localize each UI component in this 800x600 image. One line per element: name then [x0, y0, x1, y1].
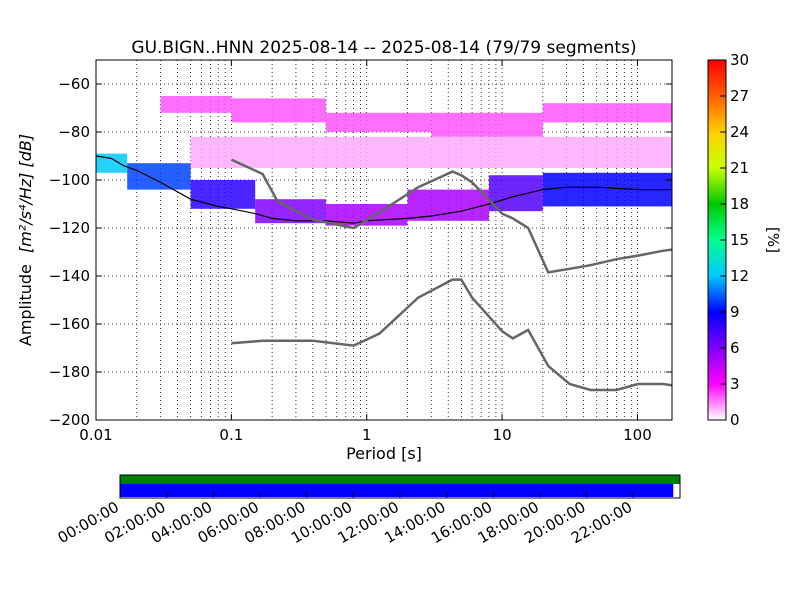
density-band: [325, 112, 432, 132]
y-axis-label: Amplitude [m²/s⁴/Hz] [dB]: [16, 134, 35, 346]
axes-ticks: −200 −180 −160 −140 −120 −100 −80 −60 0.01 0.1 1 10…: [49, 60, 672, 444]
colorbar-tick-label: 15: [730, 231, 749, 249]
y-tick-label: −160: [49, 315, 90, 333]
colorbar: 0 3 6 9 12 15 18 21 24 27 30: [707, 51, 749, 429]
y-axis-label-prefix: Amplitude: [16, 264, 35, 346]
colorbar-tick-label: 9: [730, 303, 740, 321]
x-tick-label: 10: [493, 426, 512, 444]
colorbar-tick-label: 0: [730, 411, 740, 429]
x-axis-label: Period [s]: [346, 444, 422, 463]
colorbar-tick-label: 30: [730, 51, 749, 69]
density-band: [190, 136, 672, 168]
density-band: [407, 189, 489, 221]
y-tick-label: −180: [49, 363, 90, 381]
colorbar-tick-label: 24: [730, 123, 749, 141]
density-band: [488, 175, 543, 212]
density-band: [190, 180, 256, 209]
density-band: [127, 163, 191, 190]
y-tick-label: −140: [49, 267, 90, 285]
density-band: [542, 103, 672, 123]
density-band: [160, 96, 232, 113]
timeline-coverage: 00:00:0002:00:0004:00:0006:00:0008:00:00…: [55, 474, 681, 547]
x-tick-label: 0.01: [79, 426, 112, 444]
colorbar-tick-label: 27: [730, 87, 749, 105]
mode-line: [96, 155, 672, 224]
y-axis-label-unit: [m²/s⁴/Hz] [dB]: [16, 134, 35, 253]
plot-frame: [95, 59, 673, 421]
timeline-used-bar: [120, 484, 674, 497]
x-tick-label: 0.1: [219, 426, 243, 444]
y-tick-label: −60: [58, 75, 90, 93]
chart-title: GU.BIGN..HNN 2025-08-14 -- 2025-08-14 (7…: [131, 38, 636, 58]
y-tick-label: −120: [49, 219, 90, 237]
colorbar-tick-label: 3: [730, 375, 740, 393]
timeline-available-bar: [120, 475, 680, 484]
colorbar-tick-label: 18: [730, 195, 749, 213]
colorbar-tick-label: 12: [730, 267, 749, 285]
noise-model-line: [230, 158, 672, 274]
colorbar-tick-label: 6: [730, 339, 740, 357]
y-tick-label: −200: [49, 411, 90, 429]
noise-model-line: [231, 278, 672, 392]
y-tick-label: −80: [58, 123, 90, 141]
noise-model-lines: [96, 155, 672, 392]
colorbar-label: [%]: [764, 227, 782, 253]
x-tick-label: 1: [362, 426, 372, 444]
density-band: [96, 153, 128, 173]
y-tick-label: −100: [49, 171, 90, 189]
x-tick-label: 100: [623, 426, 652, 444]
density-band: [231, 98, 326, 123]
colorbar-tick-label: 21: [730, 159, 749, 177]
density-band: [431, 112, 543, 137]
